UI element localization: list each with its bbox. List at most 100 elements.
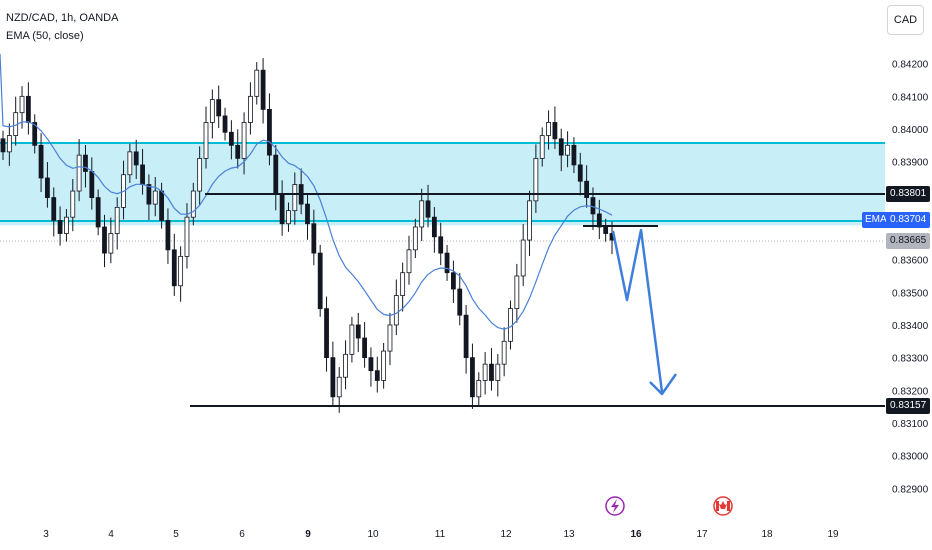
candle[interactable] [546, 122, 551, 136]
candle[interactable] [184, 216, 190, 257]
candle[interactable] [209, 99, 215, 123]
time-axis[interactable]: 3 4 5 6 9 10 11 12 13 16 17 18 19 [43, 529, 839, 540]
candle[interactable] [19, 95, 25, 114]
lightning-icon[interactable] [605, 496, 625, 516]
candle[interactable] [222, 115, 228, 133]
canada-flag-icon[interactable] [713, 496, 733, 516]
candle[interactable] [228, 131, 234, 146]
candle[interactable] [0, 138, 6, 153]
candle[interactable] [114, 206, 120, 234]
candle[interactable] [165, 220, 171, 251]
candle[interactable] [292, 184, 298, 212]
candle[interactable] [146, 184, 152, 205]
candle[interactable] [216, 99, 222, 117]
currency-button[interactable]: CAD [887, 5, 924, 35]
candle[interactable] [349, 324, 355, 355]
price-axis[interactable]: 0.84200 0.84100 0.84000 0.83900 0.83600 0.835… [892, 60, 929, 496]
candle[interactable] [95, 197, 101, 228]
projection-arrow[interactable] [611, 228, 664, 393]
candle[interactable] [412, 226, 418, 251]
candle[interactable] [482, 363, 488, 381]
candle[interactable] [533, 157, 539, 202]
candle[interactable] [248, 95, 253, 123]
candle[interactable] [514, 275, 520, 310]
candle[interactable] [70, 190, 76, 218]
candle[interactable] [235, 144, 241, 159]
candle[interactable] [45, 177, 50, 198]
chart-symbol-title[interactable]: NZD/CAD, 1h, OANDA [6, 12, 119, 24]
candle[interactable] [102, 226, 107, 254]
candle[interactable] [273, 154, 279, 195]
candle[interactable] [381, 350, 387, 381]
candle[interactable] [178, 255, 184, 287]
candle[interactable] [539, 135, 545, 159]
candle[interactable] [584, 180, 590, 198]
indicator-legend[interactable]: EMA (50, close) [6, 30, 84, 42]
candle[interactable] [368, 357, 374, 372]
candle[interactable] [6, 135, 12, 153]
candle[interactable] [64, 216, 69, 234]
candle[interactable] [590, 197, 596, 215]
candle[interactable] [400, 272, 406, 296]
candle[interactable] [343, 353, 348, 378]
candle[interactable] [83, 154, 88, 172]
candle[interactable] [190, 190, 196, 218]
candle[interactable] [374, 370, 380, 381]
candle[interactable] [527, 200, 532, 241]
candle[interactable] [159, 190, 164, 221]
candle[interactable] [260, 69, 266, 110]
candle[interactable] [552, 122, 558, 140]
candle[interactable] [520, 239, 526, 277]
candle[interactable] [305, 203, 310, 225]
candle[interactable] [38, 144, 44, 179]
candle[interactable] [108, 233, 114, 254]
candle[interactable] [25, 95, 31, 123]
candle[interactable] [362, 337, 367, 359]
candle[interactable] [32, 122, 38, 146]
candle[interactable] [406, 249, 412, 274]
candle[interactable] [203, 122, 209, 159]
candles-group[interactable] [0, 58, 615, 413]
candle[interactable] [495, 363, 501, 381]
candle[interactable] [286, 210, 291, 225]
candle[interactable] [431, 216, 437, 238]
candle[interactable] [254, 69, 260, 97]
candle[interactable] [89, 171, 95, 198]
candle[interactable] [419, 200, 425, 228]
candle[interactable] [577, 164, 583, 182]
candle[interactable] [324, 308, 329, 359]
candle[interactable] [470, 357, 475, 398]
candle[interactable] [127, 151, 133, 176]
candle[interactable] [444, 252, 450, 274]
candle[interactable] [267, 109, 272, 156]
candle[interactable] [330, 357, 336, 398]
candle[interactable] [438, 236, 444, 254]
candle[interactable] [317, 252, 323, 310]
candle[interactable] [393, 295, 399, 326]
candle[interactable] [571, 144, 577, 166]
candle[interactable] [140, 164, 145, 185]
candle[interactable] [51, 197, 57, 221]
candle[interactable] [133, 151, 139, 166]
candle[interactable] [387, 324, 393, 352]
candle[interactable] [489, 363, 494, 381]
candle[interactable] [279, 193, 285, 225]
candle[interactable] [565, 144, 570, 156]
candle[interactable] [152, 190, 158, 205]
candle[interactable] [76, 154, 82, 192]
candle[interactable] [451, 272, 456, 290]
candle[interactable] [57, 220, 63, 234]
candle[interactable] [558, 138, 564, 156]
candle[interactable] [336, 376, 342, 398]
candle[interactable] [501, 340, 507, 365]
candle[interactable] [311, 223, 317, 254]
candle[interactable] [171, 249, 177, 287]
ema-line[interactable] [0, 53, 613, 330]
candle[interactable] [457, 288, 463, 316]
candle[interactable] [476, 380, 482, 398]
candle[interactable] [425, 200, 431, 218]
supply-zone[interactable] [0, 143, 885, 226]
candle[interactable] [355, 324, 361, 339]
candle[interactable] [241, 122, 247, 159]
